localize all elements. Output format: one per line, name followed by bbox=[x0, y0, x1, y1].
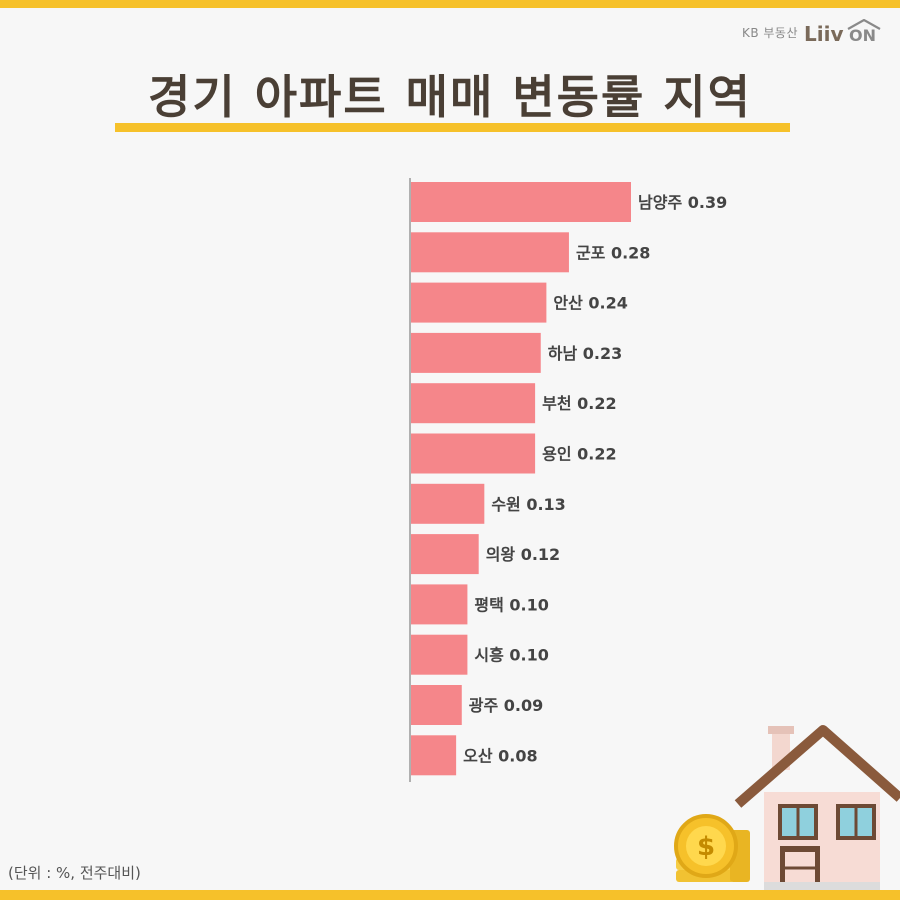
bar-6 bbox=[411, 433, 536, 474]
liiv-on-logo-icon: Liiv ON bbox=[804, 19, 881, 45]
page-title: 경기 아파트 매매 변동률 지역 bbox=[148, 70, 752, 124]
bar-11 bbox=[411, 685, 462, 725]
bar-label-11: 광주 0.09 bbox=[469, 696, 544, 715]
bottom-accent-bar bbox=[0, 890, 900, 900]
bar-label-9: 평택 0.10 bbox=[474, 595, 549, 614]
bar-5 bbox=[411, 383, 536, 424]
brand-logo: KB 부동산 Liiv ON bbox=[742, 18, 882, 46]
bar-label-10: 시흥 0.10 bbox=[474, 646, 549, 665]
bar-label-7: 수원 0.13 bbox=[491, 495, 566, 514]
bar-label-2: 군포 0.28 bbox=[576, 243, 651, 262]
svg-text:Liiv: Liiv bbox=[804, 22, 844, 45]
kb-brand-text: KB 부동산 bbox=[741, 25, 798, 40]
svg-text:ON: ON bbox=[849, 26, 876, 45]
svg-text:$: $ bbox=[697, 832, 715, 862]
unit-footnote: (단위 : %, 전주대비) bbox=[8, 864, 141, 882]
bar-label-5: 부천 0.22 bbox=[542, 394, 617, 413]
top-accent-bar bbox=[0, 0, 900, 8]
bar-1 bbox=[411, 182, 631, 222]
title-underline bbox=[115, 123, 790, 132]
bar-12 bbox=[411, 735, 457, 776]
bar-label-6: 용인 0.22 bbox=[542, 445, 617, 464]
bar-9 bbox=[411, 584, 468, 625]
bar-8 bbox=[411, 534, 479, 575]
house-and-coins-icon: $ bbox=[674, 725, 900, 890]
bar-label-3: 안산 0.24 bbox=[553, 294, 628, 313]
bar-label-1: 남양주 0.39 bbox=[638, 193, 727, 212]
bar-3 bbox=[411, 282, 547, 323]
bar-label-12: 오산 0.08 bbox=[463, 746, 537, 765]
bar-chart: 남양주 0.39 군포 0.28 안산 0.24 하남 0.23 부천 0.22 용인 0… bbox=[409, 178, 727, 782]
bar-10 bbox=[411, 634, 468, 675]
bar-7 bbox=[411, 483, 485, 524]
bar-4 bbox=[411, 332, 541, 373]
bar-label-4: 하남 0.23 bbox=[548, 344, 623, 363]
bar-label-8: 의왕 0.12 bbox=[486, 545, 561, 564]
bar-2 bbox=[411, 232, 569, 273]
page-title-block: 경기 아파트 매매 변동률 지역 bbox=[110, 66, 790, 134]
